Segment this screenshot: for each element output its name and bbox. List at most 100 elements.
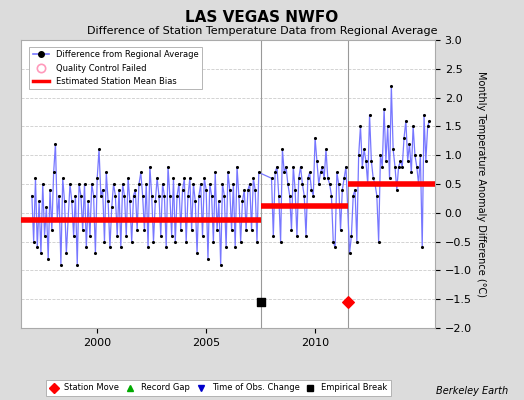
Point <box>227 227 236 233</box>
Point <box>342 164 350 170</box>
Point <box>244 186 252 193</box>
Point <box>300 192 309 199</box>
Point <box>409 123 417 130</box>
Point <box>82 244 91 250</box>
Point <box>40 233 49 239</box>
Point <box>216 262 225 268</box>
Point <box>362 158 370 164</box>
Point <box>402 118 410 124</box>
Point <box>51 140 60 147</box>
Point <box>79 227 87 233</box>
Point <box>378 164 387 170</box>
Point <box>385 175 394 182</box>
Point <box>354 152 363 158</box>
Point <box>302 233 310 239</box>
Point <box>225 186 234 193</box>
Point <box>287 227 296 233</box>
Point <box>107 204 116 210</box>
Point <box>236 238 245 245</box>
Point <box>369 175 377 182</box>
Point <box>253 238 261 245</box>
Point <box>293 233 301 239</box>
Point <box>305 169 314 176</box>
Point <box>351 186 359 193</box>
Point <box>238 198 247 204</box>
Point <box>280 169 288 176</box>
Point <box>113 233 122 239</box>
Point <box>164 164 172 170</box>
Point <box>135 181 143 187</box>
Point <box>200 175 209 182</box>
Point <box>242 227 250 233</box>
Point <box>39 181 47 187</box>
Point <box>222 244 231 250</box>
Point <box>193 250 201 256</box>
Point <box>233 164 241 170</box>
Point <box>375 238 383 245</box>
Point <box>33 244 41 250</box>
Legend: Station Move, Record Gap, Time of Obs. Change, Empirical Break: Station Move, Record Gap, Time of Obs. C… <box>46 380 391 396</box>
Point <box>189 181 198 187</box>
Point <box>208 192 216 199</box>
Point <box>356 123 365 130</box>
Point <box>118 181 127 187</box>
Point <box>333 169 341 176</box>
Point <box>400 135 408 141</box>
Point <box>338 186 346 193</box>
Point <box>360 146 368 153</box>
Point <box>168 233 176 239</box>
Point <box>93 175 102 182</box>
Point <box>102 169 111 176</box>
Point <box>162 244 170 250</box>
Point <box>49 169 58 176</box>
Point <box>298 181 307 187</box>
Point <box>122 233 130 239</box>
Point <box>133 227 141 233</box>
Point <box>66 181 74 187</box>
Point <box>29 238 38 245</box>
Point <box>389 146 397 153</box>
Point <box>111 192 119 199</box>
Point <box>255 169 263 176</box>
Text: Berkeley Earth: Berkeley Earth <box>436 386 508 396</box>
Point <box>191 198 200 204</box>
Point <box>144 244 152 250</box>
Point <box>213 227 221 233</box>
Point <box>275 192 283 199</box>
Point <box>318 164 326 170</box>
Point <box>358 164 366 170</box>
Point <box>42 204 51 210</box>
Point <box>407 169 416 176</box>
Point <box>328 192 336 199</box>
Point <box>48 227 56 233</box>
Point <box>391 164 399 170</box>
Point <box>278 146 287 153</box>
Point <box>174 181 183 187</box>
Point <box>286 192 294 199</box>
Point <box>138 192 147 199</box>
Y-axis label: Monthly Temperature Anomaly Difference (°C): Monthly Temperature Anomaly Difference (… <box>476 71 486 297</box>
Point <box>282 164 290 170</box>
Point <box>425 118 434 124</box>
Point <box>276 238 285 245</box>
Point <box>307 186 315 193</box>
Point <box>100 238 108 245</box>
Point <box>384 123 392 130</box>
Point <box>247 227 256 233</box>
Point <box>294 175 303 182</box>
Point <box>398 164 407 170</box>
Point <box>75 181 83 187</box>
Point <box>405 140 413 147</box>
Point <box>28 192 36 199</box>
Point <box>57 262 65 268</box>
Point <box>124 175 132 182</box>
Point <box>196 181 205 187</box>
Point <box>311 135 319 141</box>
Point <box>177 227 185 233</box>
Point <box>283 181 292 187</box>
Point <box>418 244 427 250</box>
Point <box>185 175 194 182</box>
Point <box>215 198 223 204</box>
Point <box>322 146 330 153</box>
Point <box>160 192 169 199</box>
